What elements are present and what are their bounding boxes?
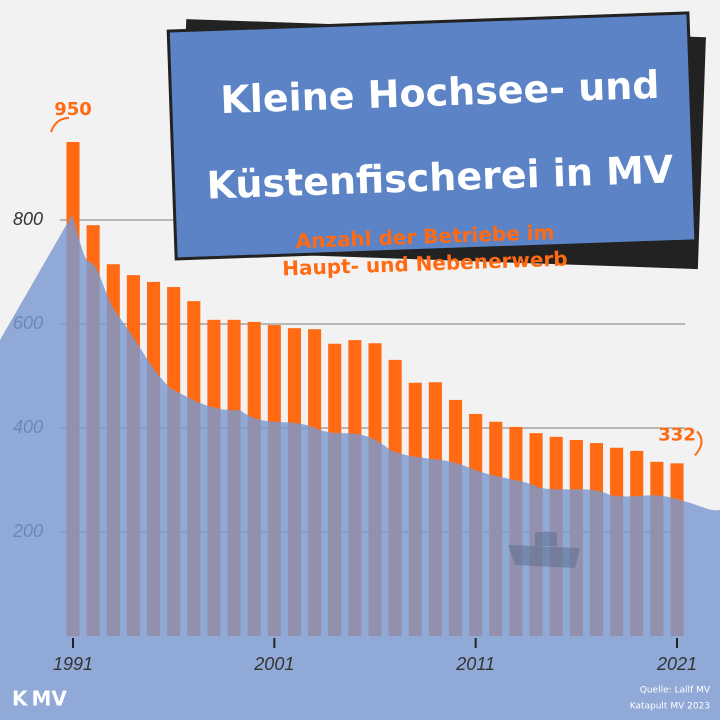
- title-box: [166, 11, 698, 261]
- credit: Katapult MV 2023: [630, 702, 710, 712]
- logo: K MV: [12, 687, 67, 711]
- x-tick-label: 2021: [656, 654, 697, 674]
- x-tick-label: 2011: [455, 654, 495, 674]
- boat: [508, 532, 580, 568]
- source: Quelle: Lallf MV: [640, 686, 711, 696]
- x-tick-label: 2001: [253, 654, 294, 674]
- value-label: 950: [54, 99, 92, 120]
- water: [0, 215, 720, 720]
- annotation-curve: [50, 117, 70, 133]
- annotation-curve: [694, 430, 703, 457]
- y-tick-label: 800: [13, 209, 43, 229]
- axis-layer: 1991 2001 2011 2021 950 332: [50, 99, 703, 674]
- x-tick-label: 1991: [53, 654, 93, 674]
- value-label: 332: [658, 424, 696, 445]
